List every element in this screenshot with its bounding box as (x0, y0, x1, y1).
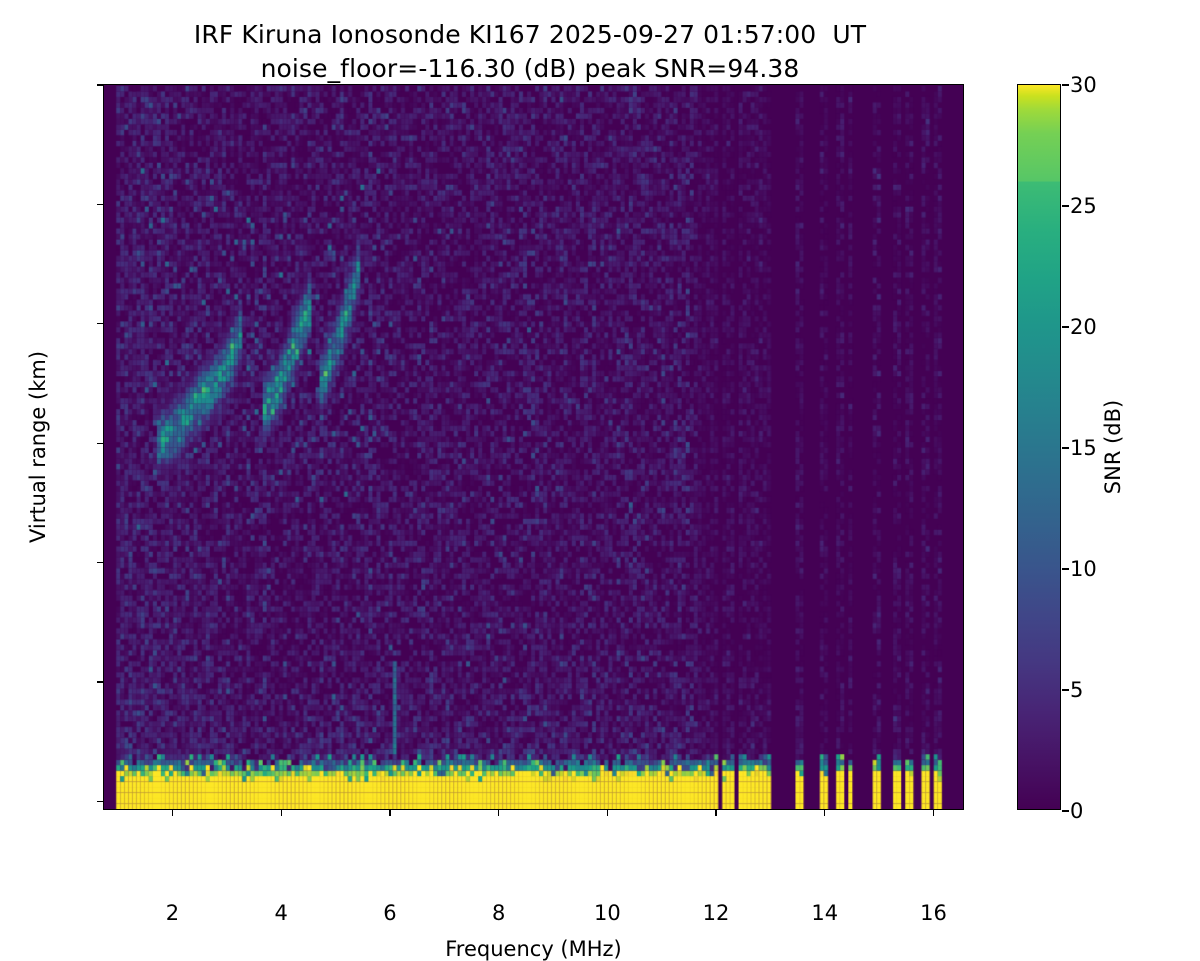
x-tick-label-5: 12 (702, 901, 730, 925)
title-line-2: noise_floor=-116.30 (dB) peak SNR=94.38 (260, 54, 800, 83)
x-tick-label-6: 14 (811, 901, 839, 925)
colorbar-tick-mark-1 (1062, 689, 1069, 691)
colorbar-label: SNR (dB) (1101, 399, 1125, 495)
colorbar-tick-mark-4 (1062, 326, 1069, 328)
ionogram-figure: IRF Kiruna Ionosonde KI167 2025-09-27 01… (0, 18, 1125, 961)
x-tick-label-1: 4 (274, 901, 288, 925)
x-tick-mark-6 (824, 809, 826, 816)
x-tick-mark-5 (715, 809, 717, 816)
x-tick-label-4: 10 (593, 901, 621, 925)
colorbar-tick-mark-5 (1062, 205, 1069, 207)
colorbar-tick-mark-2 (1062, 568, 1069, 570)
title-line-1: IRF Kiruna Ionosonde KI167 2025-09-27 01… (193, 20, 867, 49)
y-tick-mark-2 (97, 561, 104, 564)
colorbar: 0 5 10 15 20 25 30 (1017, 73, 1097, 823)
colorbar-tick-label-3: 15 (1070, 436, 1097, 460)
y-tick-mark-5 (97, 203, 104, 206)
x-tick-mark-2 (389, 809, 391, 816)
x-tick-mark-0 (171, 809, 174, 816)
colorbar-tick-label-2: 10 (1070, 557, 1097, 581)
y-tick-mark-6 (97, 84, 104, 86)
ionogram-heatmap (104, 85, 963, 809)
y-tick-mark-3 (97, 442, 104, 444)
colorbar-tick-label-0: 0 (1070, 799, 1084, 823)
x-tick-mark-4 (606, 809, 608, 816)
x-tick-label-0: 2 (165, 901, 180, 925)
y-tick-mark-1 (97, 681, 104, 683)
colorbar-tick-label-6: 30 (1070, 73, 1097, 97)
colorbar-tick-label-4: 20 (1070, 315, 1097, 339)
x-tick-label-2: 6 (383, 901, 397, 925)
ionogram-axes: Virtual range (km) Frequency (MHz) 01002… (26, 84, 964, 961)
x-tick-label-3: 8 (491, 901, 506, 925)
x-axis-label: Frequency (MHz) (445, 937, 622, 961)
colorbar-tick-label-1: 5 (1070, 678, 1084, 702)
y-tick-mark-4 (97, 323, 104, 325)
x-tick-label-7: 16 (920, 901, 947, 925)
y-tick-mark-0 (97, 800, 104, 803)
colorbar-tick-label-5: 25 (1070, 194, 1097, 218)
x-tick-mark-3 (497, 809, 500, 816)
y-axis-label: Virtual range (km) (26, 350, 50, 544)
colorbar-tick-mark-6 (1062, 84, 1069, 86)
colorbar-tick-mark-3 (1062, 447, 1069, 449)
x-tick-mark-7 (932, 809, 935, 816)
colorbar-tick-mark-0 (1062, 810, 1069, 812)
figure-title: IRF Kiruna Ionosonde KI167 2025-09-27 01… (0, 18, 1060, 86)
x-tick-mark-1 (280, 809, 282, 816)
